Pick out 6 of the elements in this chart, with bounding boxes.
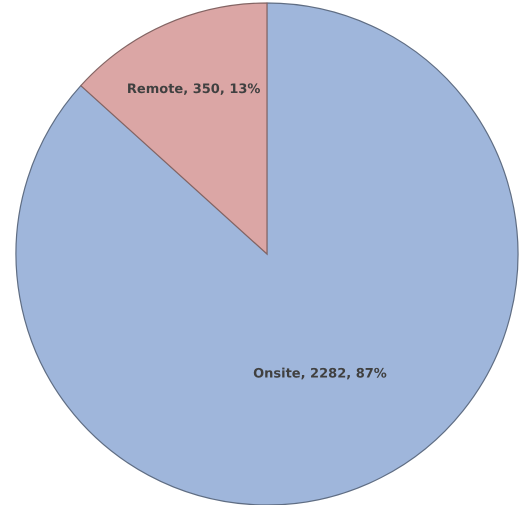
data-label: , 350, 13% <box>183 81 260 96</box>
pie-slice <box>16 2 519 505</box>
slice-label: Remote <box>126 81 184 96</box>
data-label: , 2282, 87% <box>300 366 387 381</box>
pie-slice <box>80 2 268 255</box>
slice-label: Onsite <box>253 366 301 381</box>
